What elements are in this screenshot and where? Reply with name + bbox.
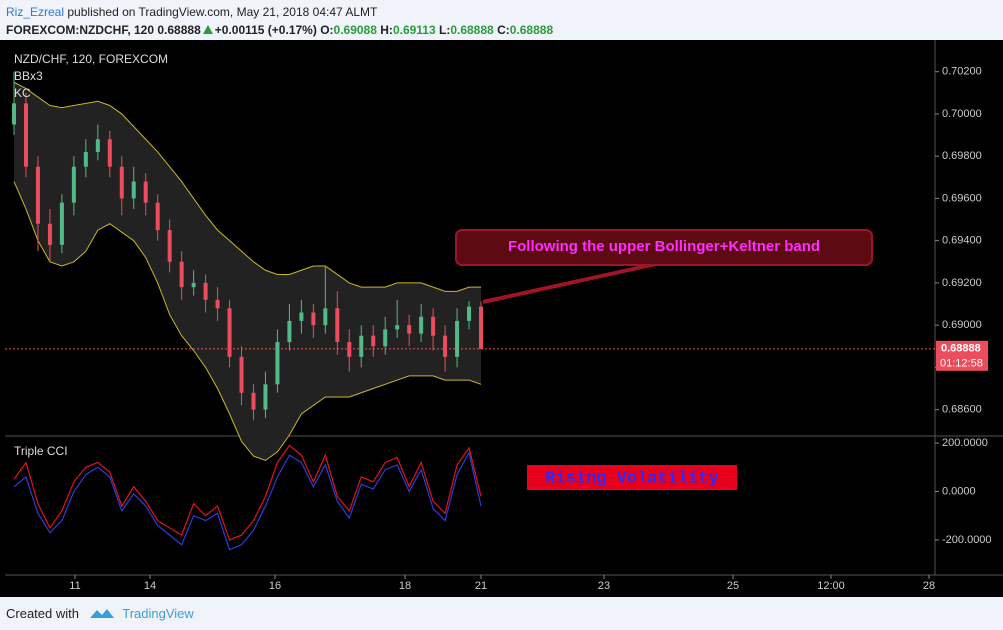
chart: 0.70200 0.70000 0.69800 0.69600 0.69400 0.692…: [0, 40, 1003, 597]
y-tick-label: -200.0000: [942, 534, 992, 546]
x-tick-label: 28: [923, 580, 935, 592]
chart-bg: [0, 40, 1003, 597]
candle-body: [47, 223, 52, 245]
legend-item: KC: [14, 86, 31, 100]
annotation-arrow: [482, 260, 666, 304]
candle-body: [12, 103, 16, 125]
band-line: [13, 81, 481, 292]
candle-body: [467, 306, 472, 321]
cci-line: [13, 444, 482, 541]
o: 0.69088: [333, 23, 377, 37]
candle-body: [119, 166, 124, 199]
y-tick-label: 0.70000: [942, 108, 982, 120]
candle-body: [167, 230, 172, 262]
candle-body: [215, 299, 220, 309]
x-tick-label: 23: [598, 580, 610, 592]
x-tick-label: 18: [399, 580, 411, 592]
candle-body: [395, 325, 400, 330]
y-tick-label: 0.69800: [942, 150, 982, 162]
candle-body: [299, 312, 304, 321]
x-tick-label: 14: [144, 580, 156, 592]
o-label: O:: [320, 23, 334, 37]
candle-body: [287, 320, 292, 343]
y-tick-label: 0.69400: [942, 235, 982, 247]
candle-body: [263, 384, 268, 410]
c-label: C:: [497, 23, 510, 37]
legend-item: BBx3: [14, 69, 43, 83]
l: 0.68888: [450, 23, 494, 37]
footer: Created with TradingView: [6, 604, 194, 621]
candle-body: [59, 202, 64, 245]
up-icon: [202, 25, 213, 34]
x-tick-label: 16: [269, 580, 281, 592]
candle-body: [323, 308, 328, 326]
candle-body: [407, 325, 412, 334]
annotation: Rising Volatility: [545, 469, 718, 488]
h: 0.69113: [392, 23, 436, 37]
candle-body: [155, 202, 160, 231]
legend-item: NZD/CHF, 120, FOREXCOM: [14, 52, 168, 66]
candle-body: [239, 356, 244, 393]
brand[interactable]: TradingView: [122, 606, 194, 621]
cci-line: [13, 451, 482, 551]
annotation-box: [455, 229, 873, 266]
c: 0.68888: [509, 23, 554, 37]
h-label: H:: [380, 23, 393, 37]
candle-body: [107, 139, 112, 167]
candle-body: [191, 282, 196, 288]
candle-body: [23, 103, 28, 167]
candle-body: [431, 316, 436, 336]
candle-body: [71, 166, 76, 203]
candle-body: [335, 308, 340, 343]
x-tick-label: 11: [69, 580, 80, 592]
candle-body: [251, 392, 256, 410]
y-tick-label: 0.70200: [942, 66, 982, 78]
candle-body: [455, 320, 460, 357]
band-line: [13, 181, 482, 461]
candle-body: [275, 342, 280, 385]
logo: [89, 609, 114, 618]
x-tick-label: 21: [475, 580, 487, 592]
annotation-box: [527, 465, 737, 490]
l-label: L:: [439, 23, 451, 37]
author[interactable]: Riz_Ezreal: [6, 5, 65, 19]
y-tick-label: 200.0000: [942, 437, 988, 449]
y-tick-label: 0.68600: [942, 404, 982, 416]
annotation: Following the upper Bollinger+Keltner ba…: [508, 238, 820, 255]
candle-body: [347, 342, 352, 357]
last: 0.68888: [157, 23, 201, 37]
symbol: FOREXCOM:NZDCHF, 120: [6, 23, 155, 37]
last-price-box: [936, 340, 988, 371]
candle-body: [95, 139, 100, 152]
candle-body: [443, 335, 448, 357]
band-fill: [14, 82, 481, 461]
pane-title: Triple CCI: [14, 444, 68, 458]
candle-body: [83, 151, 88, 167]
candle-body: [359, 335, 364, 357]
change: +0.00115 (+0.17%): [214, 23, 317, 37]
candle-body: [131, 181, 136, 199]
candle-body: [383, 329, 388, 347]
created: Created with: [6, 606, 79, 621]
y-tick-label: 0.69200: [942, 277, 982, 289]
countdown: 01:12:58: [940, 358, 983, 370]
y-tick-label: 0.69600: [942, 192, 982, 204]
candle-body: [35, 166, 40, 224]
candle-body: [179, 261, 184, 288]
candle-body: [479, 306, 483, 349]
candle-body: [419, 316, 424, 334]
candle-body: [227, 308, 232, 357]
last-price-label: 0.68888: [941, 343, 981, 355]
x-tick-label: 25: [727, 580, 739, 592]
candle-body: [371, 335, 376, 347]
y-tick-label: 0.0000: [942, 485, 976, 497]
candle-body: [311, 312, 316, 326]
published: published on TradingView.com, May 21, 20…: [67, 5, 378, 19]
y-tick-label: 0.69000: [942, 319, 982, 331]
x-tick-label: 12:00: [817, 580, 845, 592]
candle-body: [203, 282, 208, 300]
candle-body: [143, 181, 148, 203]
header: Riz_Ezreal published on TradingView.com,…: [6, 3, 553, 39]
